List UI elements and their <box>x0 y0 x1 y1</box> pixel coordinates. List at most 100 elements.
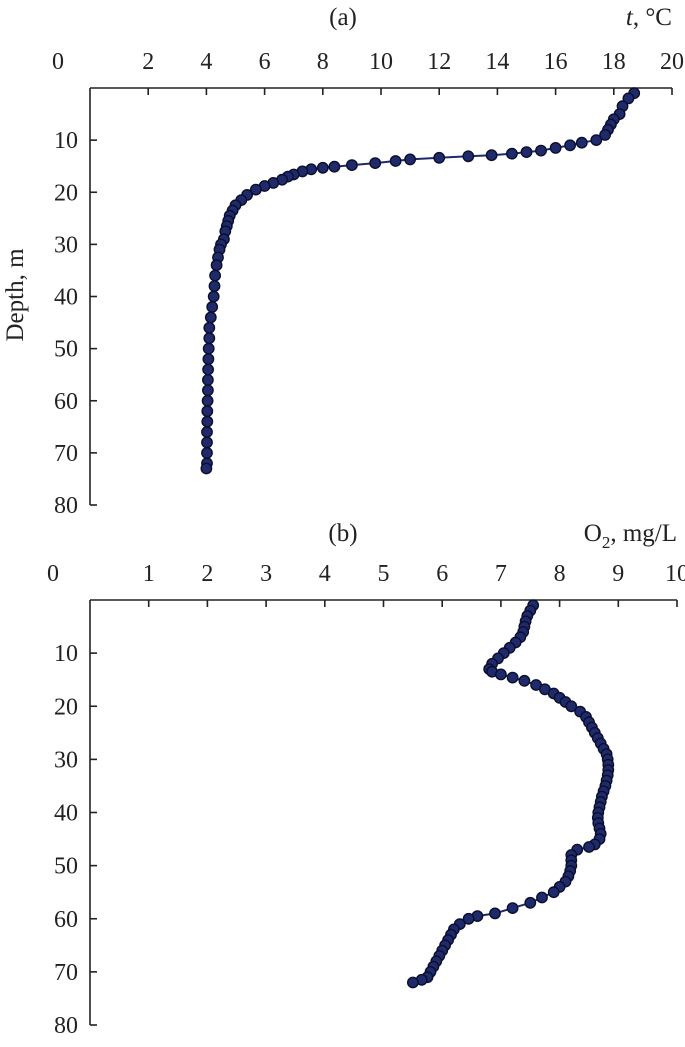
y-tick-label: 70 <box>54 960 78 986</box>
y-tick-label: 10 <box>54 641 78 667</box>
data-point <box>583 841 595 853</box>
data-point <box>536 891 548 904</box>
data-point <box>201 405 214 418</box>
data-point <box>549 141 562 154</box>
data-point <box>404 153 416 166</box>
panel-a-label: (a) <box>329 4 357 31</box>
data-point <box>316 161 329 174</box>
x-tick-label: 8 <box>317 49 329 75</box>
data-point <box>202 342 215 355</box>
data-point <box>201 384 214 397</box>
data-point <box>209 269 222 282</box>
x-tick-label: 10 <box>369 49 393 75</box>
data-point <box>201 415 214 428</box>
data-point <box>489 907 501 920</box>
panel-b-y-ticks: 10 20 30 40 50 60 70 80 <box>54 641 97 1039</box>
oxygen-axis-symbol: O <box>584 520 602 547</box>
data-point <box>505 147 518 160</box>
data-point <box>433 151 446 164</box>
data-point <box>599 128 611 141</box>
x-tick-label: 4 <box>200 49 212 75</box>
panel-a-x-ticks: 0 2 4 6 8 10 12 14 16 18 20 <box>52 49 684 95</box>
data-point <box>203 332 216 345</box>
temperature-panel: (a) t, °C 0 2 4 6 8 10 12 14 16 18 20 10 20 30 40 50 60… <box>52 4 684 519</box>
x-tick-label: 18 <box>602 49 626 75</box>
y-tick-label: 40 <box>54 801 78 827</box>
data-point <box>622 92 635 105</box>
data-point <box>494 668 507 681</box>
data-point <box>201 373 214 386</box>
data-point <box>462 912 475 925</box>
panel-b-label: (b) <box>328 520 357 547</box>
y-tick-label: 20 <box>54 180 78 206</box>
y-tick-label: 30 <box>54 747 78 773</box>
x-tick-label: 8 <box>554 561 566 587</box>
data-point <box>520 146 533 159</box>
data-point <box>328 160 341 173</box>
x-tick-label: 1 <box>143 561 155 587</box>
x-tick-label: 4 <box>319 561 331 587</box>
temperature-series <box>200 87 641 475</box>
x-tick-label: 6 <box>436 561 448 587</box>
y-tick-label: 80 <box>54 493 78 519</box>
y-tick-label: 20 <box>54 694 78 720</box>
data-point <box>202 363 215 376</box>
data-point <box>208 280 221 292</box>
panel-a-axes <box>89 87 672 505</box>
data-point <box>485 149 498 162</box>
y-tick-label: 40 <box>54 285 78 311</box>
y-tick-label: 60 <box>54 907 78 933</box>
x-tick-label: 5 <box>378 561 390 587</box>
data-point <box>204 311 217 324</box>
data-point <box>203 321 216 334</box>
x-tick-label: 20 <box>660 49 684 75</box>
oxygen-axis-label: O2, mg/L <box>584 520 677 552</box>
x-tick-label: 2 <box>142 49 154 75</box>
oxygen-series <box>406 599 615 989</box>
data-point <box>200 462 213 475</box>
data-point <box>345 159 358 172</box>
data-point <box>547 886 560 899</box>
y-tick-label: 50 <box>54 337 78 363</box>
x-tick-label: 3 <box>260 561 272 587</box>
x-tick-label: 6 <box>259 49 271 75</box>
oxygen-axis-subscript: 2 <box>602 533 611 552</box>
data-point <box>249 183 262 196</box>
y-tick-label: 70 <box>54 441 78 467</box>
oxygen-panel: (b) O2, mg/L 0 1 2 3 4 5 6 7 8 9 10 10203040506070… <box>47 520 685 1039</box>
data-point <box>389 155 402 167</box>
y-tick-label: 80 <box>54 1013 78 1039</box>
data-point <box>565 700 578 713</box>
y-tick-label: 30 <box>54 232 78 258</box>
y-tick-label: 10 <box>54 128 78 154</box>
temperature-axis-unit: , °C <box>633 4 672 31</box>
x-tick-label: 0 <box>52 49 64 75</box>
data-point <box>524 896 537 909</box>
temperature-axis-label: t, °C <box>626 4 672 31</box>
depth-axis-label: Depth, m <box>2 248 29 342</box>
data-point <box>506 902 519 914</box>
data-point <box>575 136 588 149</box>
data-point <box>590 134 603 147</box>
data-point <box>206 300 219 313</box>
data-point <box>369 157 382 170</box>
x-tick-label: 0 <box>47 561 59 587</box>
data-point <box>564 139 576 152</box>
data-point <box>210 259 223 272</box>
data-point <box>201 426 213 438</box>
data-point <box>201 446 213 459</box>
y-tick-label: 50 <box>54 854 78 880</box>
panel-b-x-ticks: 0 1 2 3 4 5 6 7 8 9 10 <box>47 561 685 607</box>
data-point <box>207 290 220 303</box>
x-tick-label: 9 <box>612 561 624 587</box>
data-point <box>462 150 475 163</box>
x-tick-label: 2 <box>201 561 213 587</box>
data-point <box>406 976 419 989</box>
oxygen-axis-unit: , mg/L <box>610 520 677 547</box>
data-point <box>202 353 215 365</box>
data-point <box>201 436 213 449</box>
y-tick-label: 60 <box>54 389 78 415</box>
panel-a-y-ticks: 10 20 30 40 50 60 70 80 <box>54 128 97 519</box>
series-line <box>412 604 610 984</box>
